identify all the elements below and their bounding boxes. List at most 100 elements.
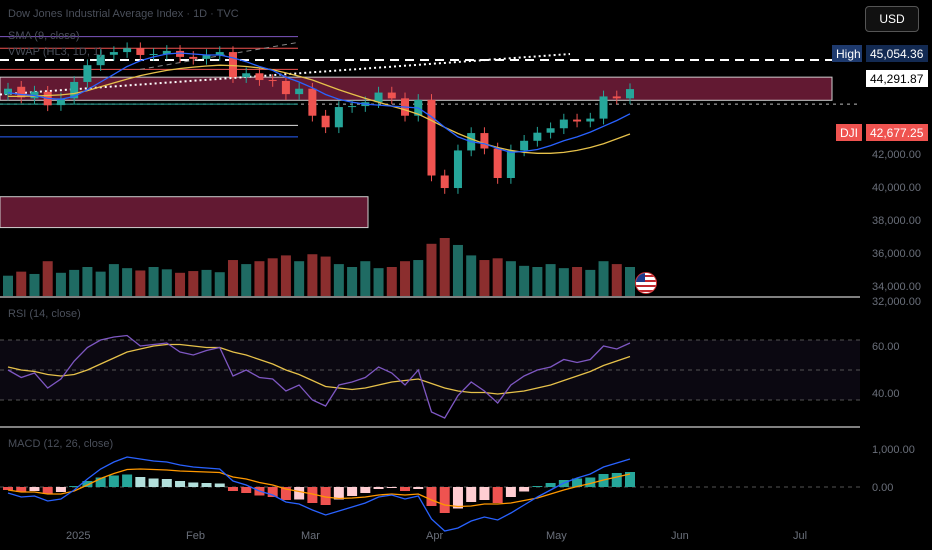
volume-bar [611, 264, 622, 296]
volume-bar [241, 264, 252, 296]
high-value: 45,054.36 [870, 46, 924, 61]
candle-body [573, 119, 582, 122]
candle-body [533, 132, 542, 141]
volume-bar [320, 256, 331, 296]
candle-body [612, 96, 621, 99]
macd-histogram-bar [29, 487, 40, 491]
candle-body [242, 73, 251, 78]
x-tick: Apr [426, 530, 444, 542]
macd-histogram-bar [333, 487, 344, 500]
volume-bar [373, 268, 384, 296]
price-tick: 36,000.00 [872, 248, 921, 260]
price-tick: 38,000.00 [872, 215, 921, 227]
rsi-band [0, 340, 860, 400]
volume-bar [572, 267, 583, 296]
candle-body [295, 88, 304, 95]
volume-bar [148, 267, 159, 296]
candle-body [626, 89, 634, 99]
candle-body [4, 88, 12, 95]
symbol-label: DJI [840, 125, 858, 140]
macd-histogram-bar [572, 478, 583, 487]
volume-bar [452, 244, 463, 296]
candle-body [281, 81, 290, 95]
candle-body [520, 140, 529, 151]
macd-histogram-bar [227, 487, 238, 491]
volume-bar [82, 267, 93, 296]
rsi-legend: RSI (14, close) [8, 308, 81, 320]
candle-body [70, 81, 79, 99]
macd-histogram-bar [466, 487, 477, 502]
last-price-tag: 42,677.25 [866, 124, 928, 141]
macd-histogram-bar [214, 483, 225, 487]
candle-body [493, 148, 502, 179]
volume-bar [413, 260, 424, 296]
macd-histogram-bar [452, 487, 463, 509]
vwap-legend: VWAP (HL3, 1D, 1) [8, 46, 103, 58]
volume-bar [585, 269, 596, 296]
macd-histogram-bar [532, 486, 543, 487]
candle-body [387, 92, 396, 99]
macd-histogram-bar [135, 477, 146, 487]
currency-button[interactable]: USD [865, 6, 919, 32]
macd-histogram-bar [95, 477, 106, 487]
slow-ma-line [8, 64, 631, 154]
volume-bar [161, 269, 172, 296]
macd-histogram-bar [400, 487, 411, 491]
x-tick: 2025 [66, 530, 91, 542]
candle-body [189, 56, 198, 59]
sma-line [7, 52, 631, 154]
macd-histogram-bar [108, 475, 119, 487]
candle-body [109, 52, 118, 55]
macd-histogram-bar [3, 487, 13, 490]
candle-body [308, 88, 317, 116]
macd-histogram-bar [347, 487, 358, 496]
candle-body [268, 80, 277, 82]
candle-body [136, 48, 145, 55]
volume-bar [201, 269, 212, 296]
macd-histogram-bar [69, 486, 80, 487]
macd-histogram-bar [267, 487, 278, 497]
macd-histogram-bar [280, 487, 291, 500]
volume-bar [400, 261, 411, 296]
macd-histogram-bar [439, 487, 450, 513]
candle-body [427, 99, 436, 176]
volume-bar [95, 271, 106, 296]
candle-body [162, 50, 171, 54]
macd-histogram-bar [241, 487, 252, 493]
macd-histogram-bar [373, 487, 384, 489]
volume-bar [267, 258, 278, 296]
macd-histogram-bar [307, 487, 318, 503]
candle-body [321, 115, 330, 128]
volume-bar [3, 275, 13, 296]
candle-body [440, 175, 449, 189]
candle-body [546, 128, 555, 133]
candle-body [599, 96, 608, 119]
candle-body [374, 92, 383, 103]
volume-bar [545, 264, 556, 296]
candle-body [215, 52, 224, 55]
volume-bar [439, 238, 450, 296]
volume-bar [29, 273, 40, 296]
x-tick: May [546, 530, 567, 542]
last-price-value: 42,677.25 [870, 125, 924, 140]
candle-body [255, 73, 264, 81]
macd-histogram-bar [55, 487, 66, 492]
volume-bar [227, 260, 238, 296]
symbol-tag: DJI [836, 124, 862, 141]
macd-histogram-bar [386, 487, 397, 488]
support-zone [0, 196, 369, 229]
us-flag-icon[interactable] [635, 272, 657, 294]
high-value-tag: 45,054.36 [866, 45, 928, 62]
candle-body [506, 150, 515, 179]
candle-body [56, 98, 65, 106]
main-legend-title: Dow Jones Industrial Average Index · 1D … [8, 8, 239, 20]
rsi-tick: 60.00 [872, 341, 900, 353]
candle-body [176, 50, 185, 57]
volume-bar [347, 267, 358, 296]
macd-histogram-bar [16, 487, 27, 492]
macd-histogram-bar [611, 473, 622, 487]
rsi-line [7, 334, 631, 419]
volume-bar [42, 261, 53, 296]
macd-histogram-bar [479, 487, 490, 500]
